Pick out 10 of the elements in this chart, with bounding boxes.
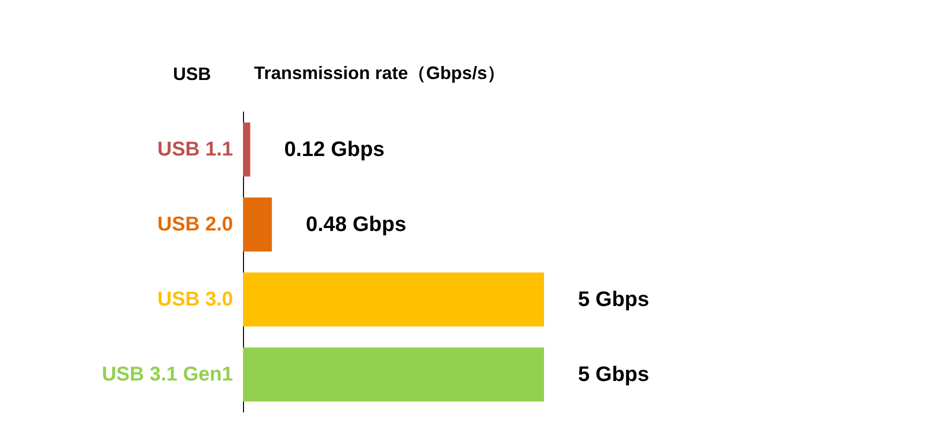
y-tick-label: USB 1.1	[157, 138, 233, 160]
y-tick-label: USB 2.0	[157, 214, 233, 236]
y-tick-label: USB 3.0	[157, 288, 233, 310]
data-label: 5 Gbps	[578, 288, 650, 311]
x-axis-title: Transmission rate（Gbps/s）	[254, 63, 506, 83]
y-tick-label: USB 3.1 Gen1	[102, 364, 233, 386]
data-label: 0.12 Gbps	[284, 138, 385, 161]
data-label: 0.48 Gbps	[306, 213, 406, 236]
data-label: 5 Gbps	[578, 363, 650, 386]
y-axis-title: USB	[173, 64, 212, 84]
